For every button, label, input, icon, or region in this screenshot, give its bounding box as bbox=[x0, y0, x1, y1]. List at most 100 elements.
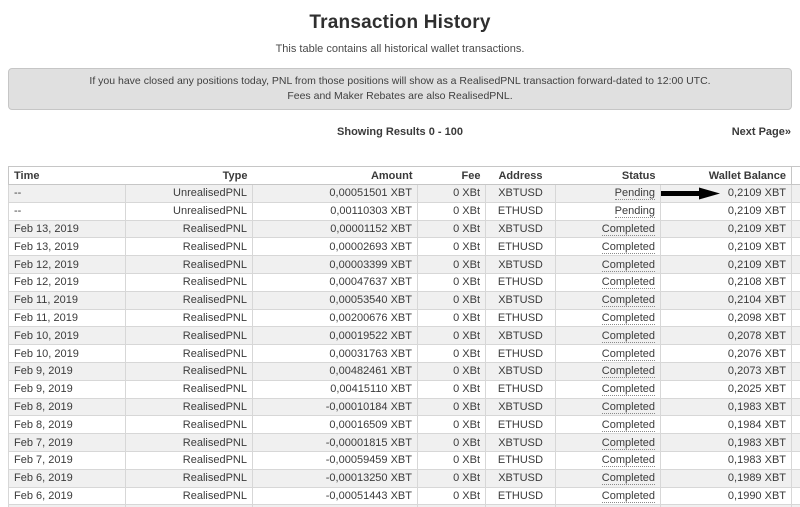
cell-time: Feb 8, 2019 bbox=[8, 397, 126, 417]
cell-fee: 0 XBt bbox=[417, 308, 486, 328]
table-row-partial bbox=[8, 504, 800, 507]
cell-fee: 0 XBt bbox=[417, 272, 486, 292]
wallet-balance-text: 0,2098 XBT bbox=[727, 311, 786, 324]
cell-clipped bbox=[791, 326, 800, 346]
cell-time: Feb 11, 2019 bbox=[8, 290, 126, 310]
cell-fee: 0 XBt bbox=[417, 237, 486, 257]
cell-time: Feb 11, 2019 bbox=[8, 308, 126, 328]
table-row: Feb 7, 2019 RealisedPNL -0,00059459 XBT 0 X… bbox=[8, 450, 800, 470]
cell-fee: 0 XBt bbox=[417, 201, 486, 221]
results-count-label: Showing Results 0 - 100 bbox=[337, 126, 463, 138]
cell-clipped bbox=[791, 450, 800, 470]
status-text: Completed bbox=[601, 311, 655, 325]
cell-status: Completed bbox=[555, 237, 661, 257]
cell-type: RealisedPNL bbox=[125, 450, 253, 470]
cell-status: Completed bbox=[555, 219, 661, 239]
cell-address: ETHUSD bbox=[485, 201, 556, 221]
cell-time: Feb 9, 2019 bbox=[8, 361, 126, 381]
cell-amount: 0,00482461 XBT bbox=[252, 361, 418, 381]
cell-address: XBTUSD bbox=[485, 361, 556, 381]
status-text: Pending bbox=[614, 205, 655, 219]
cell-clipped bbox=[791, 308, 800, 328]
cell-status: Completed bbox=[555, 272, 661, 292]
column-header-fee: Fee bbox=[417, 166, 486, 185]
cell-clipped bbox=[791, 272, 800, 292]
cell-time: Feb 13, 2019 bbox=[8, 219, 126, 239]
cell-amount: 0,00016509 XBT bbox=[252, 415, 418, 435]
cell-status: Completed bbox=[555, 397, 661, 417]
wallet-balance-text: 0,2025 XBT bbox=[727, 383, 786, 396]
cell-wallet-balance: 0,2104 XBT bbox=[660, 290, 792, 310]
cell-status: Completed bbox=[555, 433, 661, 452]
status-text: Completed bbox=[601, 240, 655, 254]
cell-type: RealisedPNL bbox=[125, 361, 253, 381]
cell-clipped bbox=[791, 361, 800, 381]
cell-status: Completed bbox=[555, 308, 661, 328]
cell-amount: 0,00047637 XBT bbox=[252, 272, 418, 292]
cell-time: Feb 7, 2019 bbox=[8, 433, 126, 452]
cell-fee: 0 XBt bbox=[417, 397, 486, 417]
cell-type: RealisedPNL bbox=[125, 219, 253, 239]
cell-amount: -0,00001815 XBT bbox=[252, 433, 418, 452]
cell-time: Feb 6, 2019 bbox=[8, 468, 126, 488]
notice-line-1: If you have closed any positions today, … bbox=[89, 75, 711, 87]
cell-wallet-balance: 0,2109 XBT bbox=[660, 219, 792, 239]
cell-address: XBTUSD bbox=[485, 184, 556, 203]
table-row: Feb 6, 2019 RealisedPNL -0,00051443 XBT 0 X… bbox=[8, 486, 800, 506]
table-row: Feb 9, 2019 RealisedPNL 0,00415110 XBT 0 XB… bbox=[8, 379, 800, 399]
next-page-link[interactable]: Next Page» bbox=[731, 126, 791, 138]
status-text: Completed bbox=[601, 365, 655, 379]
cell-amount: -0,00059459 XBT bbox=[252, 450, 418, 470]
table-row: Feb 11, 2019 RealisedPNL 0,00200676 XBT 0 X… bbox=[8, 308, 800, 328]
cell-status: Completed bbox=[555, 361, 661, 381]
cell-fee: 0 XBt bbox=[417, 468, 486, 488]
table-row: Feb 12, 2019 RealisedPNL 0,00003399 XBT 0 X… bbox=[8, 255, 800, 274]
cell-time: Feb 12, 2019 bbox=[8, 255, 126, 274]
status-text: Completed bbox=[601, 383, 655, 397]
cell-time: Feb 8, 2019 bbox=[8, 415, 126, 435]
cell-status: Completed bbox=[555, 450, 661, 470]
cell-clipped bbox=[791, 379, 800, 399]
status-text: Completed bbox=[601, 418, 655, 432]
cell-amount: -0,00010184 XBT bbox=[252, 397, 418, 417]
cell-time: Feb 12, 2019 bbox=[8, 272, 126, 292]
cell-time: -- bbox=[8, 184, 126, 203]
cell-wallet-balance: 0,1983 XBT bbox=[660, 450, 792, 470]
cell-type: RealisedPNL bbox=[125, 308, 253, 328]
transaction-table-body: -- UnrealisedPNL 0,00051501 XBT 0 XBt XBTUSD… bbox=[8, 184, 800, 507]
cell-status: Completed bbox=[555, 290, 661, 310]
cell-clipped bbox=[791, 415, 800, 435]
table-row: Feb 12, 2019 RealisedPNL 0,00047637 XBT 0 X… bbox=[8, 272, 800, 292]
cell-amount: 0,00200676 XBT bbox=[252, 308, 418, 328]
cell-type: RealisedPNL bbox=[125, 468, 253, 488]
cell-wallet-balance: 0,2078 XBT bbox=[660, 326, 792, 346]
cell-fee: 0 XBt bbox=[417, 184, 486, 203]
cell-time: -- bbox=[8, 201, 126, 221]
wallet-balance-text: 0,2078 XBT bbox=[727, 329, 786, 342]
column-header-amount: Amount bbox=[252, 166, 418, 185]
cell-clipped bbox=[791, 255, 800, 274]
cell-amount: 0,00019522 XBT bbox=[252, 326, 418, 346]
status-text: Completed bbox=[601, 222, 655, 236]
table-row: Feb 8, 2019 RealisedPNL 0,00016509 XBT 0 XB… bbox=[8, 415, 800, 435]
cell-fee: 0 XBt bbox=[417, 433, 486, 452]
cell-amount: 0,00415110 XBT bbox=[252, 379, 418, 399]
cell-address: XBTUSD bbox=[485, 290, 556, 310]
wallet-balance-text: 0,1989 XBT bbox=[727, 472, 786, 485]
wallet-balance-text: 0,2109 XBT bbox=[727, 205, 786, 218]
cell-amount: 0,00051501 XBT bbox=[252, 184, 418, 203]
cell-time: Feb 6, 2019 bbox=[8, 486, 126, 506]
cell-status: Completed bbox=[555, 486, 661, 506]
cell-amount: 0,00002693 XBT bbox=[252, 237, 418, 257]
cell-amount: 0,00003399 XBT bbox=[252, 255, 418, 274]
cell-amount: 0,00053540 XBT bbox=[252, 290, 418, 310]
table-row: Feb 10, 2019 RealisedPNL 0,00019522 XBT 0 X… bbox=[8, 326, 800, 346]
cell-address: ETHUSD bbox=[485, 308, 556, 328]
cell-address: XBTUSD bbox=[485, 397, 556, 417]
cell-wallet-balance: 0,1983 XBT bbox=[660, 397, 792, 417]
cell-clipped bbox=[791, 219, 800, 239]
cell-time: Feb 13, 2019 bbox=[8, 237, 126, 257]
cell-time: Feb 7, 2019 bbox=[8, 450, 126, 470]
column-header-type: Type bbox=[125, 166, 253, 185]
cell-type: UnrealisedPNL bbox=[125, 184, 253, 203]
